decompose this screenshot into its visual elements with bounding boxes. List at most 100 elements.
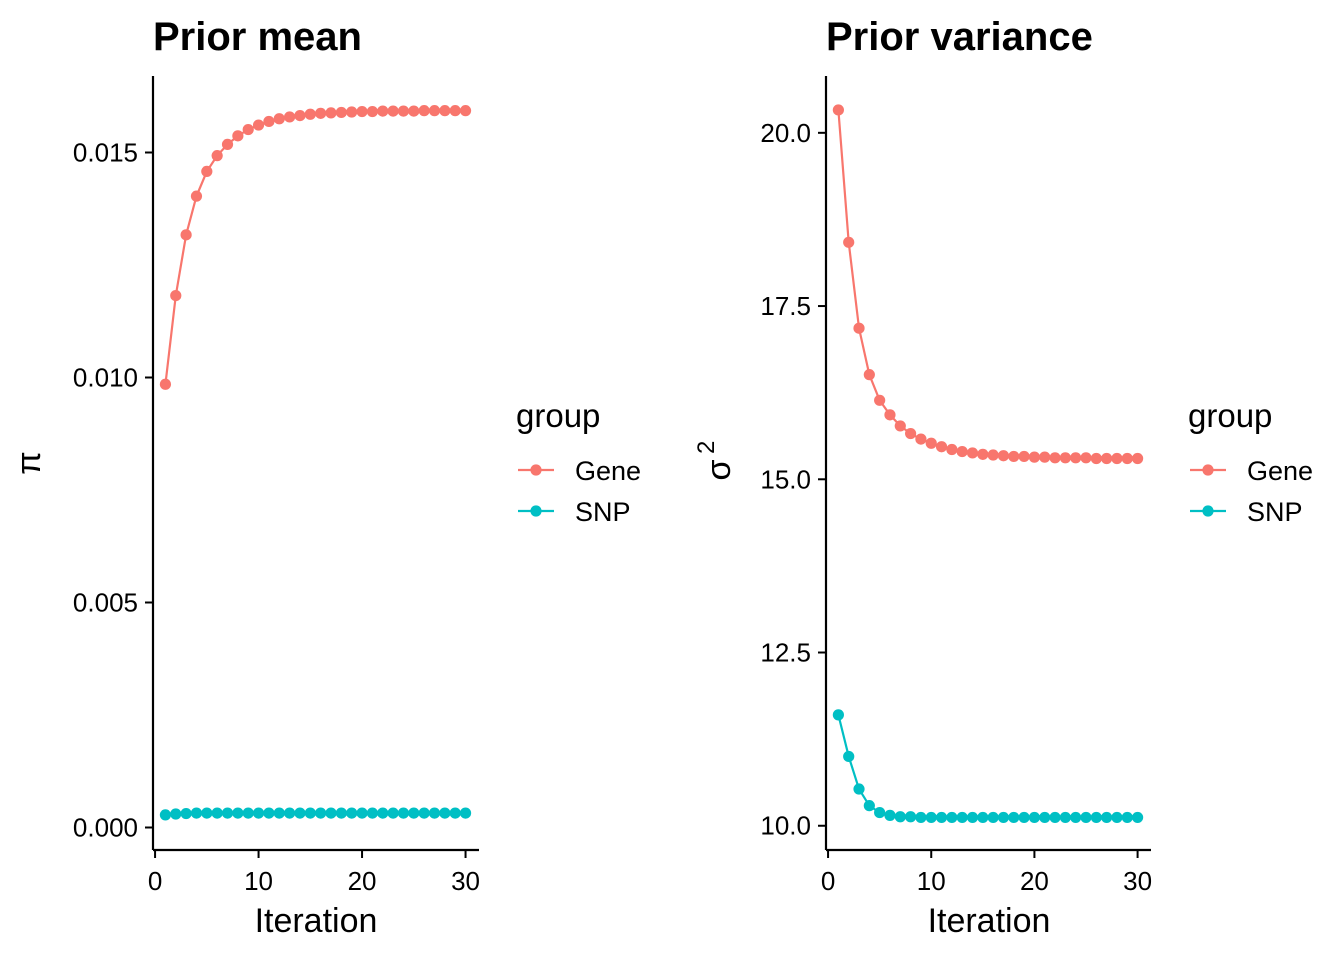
data-point-snp xyxy=(1090,811,1102,824)
chart-title-prior-mean: Prior mean xyxy=(153,15,362,59)
data-point-snp xyxy=(894,811,906,823)
data-point-snp xyxy=(387,807,399,819)
data-point-gene xyxy=(408,105,420,117)
data-point-gene xyxy=(905,427,917,440)
data-point-gene xyxy=(832,104,844,116)
data-point-gene xyxy=(1039,451,1051,463)
data-point-snp xyxy=(397,807,410,819)
legend-item-gene: Gene xyxy=(1190,456,1313,486)
data-point-snp xyxy=(843,750,855,763)
series-line-gene xyxy=(164,109,466,385)
data-point-gene xyxy=(221,138,234,150)
data-point-gene xyxy=(439,105,451,117)
x-tick-label: 10 xyxy=(244,866,273,896)
data-point-snp xyxy=(232,807,244,819)
data-point-gene xyxy=(1059,452,1071,464)
data-point-gene xyxy=(843,236,855,248)
data-point-gene xyxy=(966,447,979,459)
legend-key-point-gene xyxy=(1202,464,1214,476)
data-point-snp xyxy=(1049,811,1061,824)
data-point-snp xyxy=(1080,811,1092,824)
data-point-snp xyxy=(356,807,368,819)
data-point-snp xyxy=(1131,811,1144,824)
legend-label-snp: SNP xyxy=(575,497,631,527)
legend-item-snp: SNP xyxy=(518,497,631,527)
data-point-snp xyxy=(346,807,358,819)
data-point-gene xyxy=(159,378,172,390)
data-point-snp xyxy=(459,807,472,819)
data-point-snp xyxy=(335,807,347,819)
data-point-gene xyxy=(1131,452,1144,465)
data-point-gene xyxy=(273,113,285,125)
data-point-gene xyxy=(884,409,896,421)
axes-prior-variance xyxy=(824,76,1151,852)
data-point-snp xyxy=(418,807,430,819)
data-point-gene xyxy=(1049,452,1061,464)
x-axis-title-prior-mean: Iteration xyxy=(255,902,378,940)
y-axis-title-prior-variance: σ 2 xyxy=(693,441,738,481)
data-point-snp xyxy=(1070,811,1082,824)
data-point-snp xyxy=(201,807,213,819)
data-point-snp xyxy=(252,807,265,819)
y-tick-label: 17.5 xyxy=(760,291,811,321)
data-point-gene xyxy=(263,115,275,128)
data-point-snp xyxy=(874,806,886,819)
data-point-snp xyxy=(1121,811,1133,824)
x-tick-label: 0 xyxy=(821,866,835,896)
data-point-gene xyxy=(987,449,999,461)
data-point-gene xyxy=(377,105,389,117)
series-line-gene xyxy=(837,109,1138,460)
y-axis-title-prior-mean: π xyxy=(10,451,48,474)
data-point-gene xyxy=(366,105,379,118)
legend-title-prior-mean: group xyxy=(516,397,600,434)
data-point-snp xyxy=(1018,811,1030,824)
legend-prior-mean: group Gene SNP xyxy=(516,397,641,527)
legend-key-point-snp xyxy=(1202,505,1214,517)
chart-title-prior-variance: Prior variance xyxy=(826,15,1093,59)
legend-label-snp: SNP xyxy=(1247,497,1303,527)
data-point-snp xyxy=(190,807,203,819)
data-point-gene xyxy=(1090,452,1102,465)
data-point-snp xyxy=(263,807,275,819)
x-ticks-prior-mean: 0 10 20 30 xyxy=(148,850,480,896)
data-point-snp xyxy=(304,807,316,819)
data-point-snp xyxy=(977,811,989,824)
legend-title-prior-variance: group xyxy=(1188,397,1272,434)
data-point-snp xyxy=(211,807,223,819)
data-point-gene xyxy=(1018,450,1030,463)
y-tick-label: 12.5 xyxy=(760,638,811,668)
data-point-snp xyxy=(935,811,948,824)
legend-key-point-snp xyxy=(530,505,542,517)
data-point-snp xyxy=(1101,811,1113,824)
data-point-snp xyxy=(377,807,389,819)
x-tick-label: 20 xyxy=(1020,866,1049,896)
data-point-snp xyxy=(987,811,999,824)
y-tick-label: 0.000 xyxy=(73,813,138,843)
data-point-gene xyxy=(315,107,327,119)
data-point-snp xyxy=(284,807,296,819)
data-point-snp xyxy=(1111,811,1123,824)
data-point-snp xyxy=(915,811,927,824)
data-point-gene xyxy=(853,322,865,334)
data-point-snp xyxy=(439,807,451,819)
axes-prior-mean xyxy=(151,76,479,852)
data-point-snp xyxy=(273,807,285,819)
y-tick-label: 0.015 xyxy=(73,138,138,168)
data-point-gene xyxy=(894,420,906,432)
data-point-snp xyxy=(325,807,337,819)
data-point-snp xyxy=(170,808,182,820)
y-tick-label: 10.0 xyxy=(760,811,811,841)
y-axis-title-superscript: 2 xyxy=(693,441,720,454)
data-point-gene xyxy=(325,107,337,119)
data-point-snp xyxy=(956,811,968,824)
data-point-snp xyxy=(294,807,306,819)
data-point-gene xyxy=(190,190,203,202)
data-point-gene xyxy=(252,119,265,131)
legend-item-gene: Gene xyxy=(518,456,641,486)
data-point-gene xyxy=(977,448,989,460)
data-point-gene xyxy=(874,394,886,406)
data-point-snp xyxy=(853,783,865,795)
data-point-snp xyxy=(997,811,1010,824)
legend-label-gene: Gene xyxy=(575,456,641,486)
data-point-gene xyxy=(387,105,399,117)
